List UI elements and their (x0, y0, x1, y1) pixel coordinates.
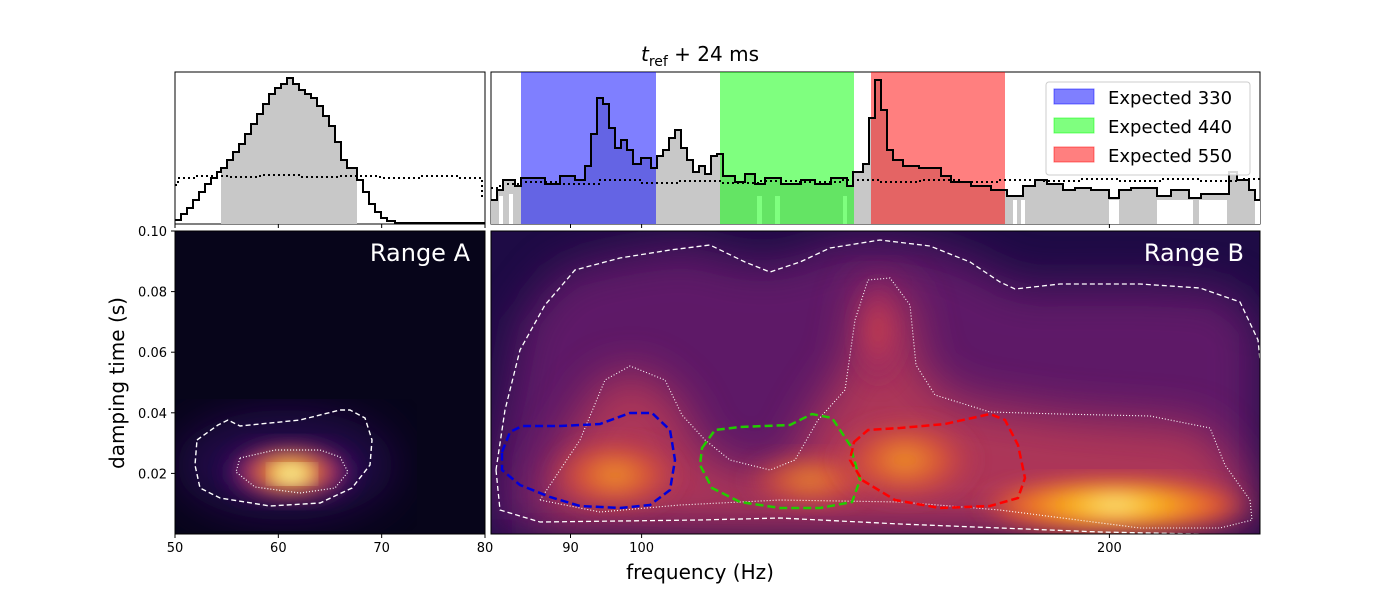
x-tick-label-a: 60 (270, 541, 287, 556)
marginal-range-a (174, 71, 486, 225)
heatmap-b-contour-outer (495, 239, 1260, 471)
contour-expected-550 (848, 412, 1027, 510)
x-axis-label: frequency (Hz) (626, 560, 774, 584)
range-a-label: Range A (370, 239, 471, 267)
marginal-b-posterior-line (491, 79, 1260, 201)
heatmap-b-contour-outer-bottom (495, 469, 1201, 534)
axes-ticks: 50 60 70 80 90 100 200 0.02 0.04 0.06 0.08 0.10 (138, 224, 1122, 556)
marginal-a-posterior-line (175, 77, 485, 224)
y-tick-label: 0.04 (138, 407, 167, 422)
band-expected-550 (871, 72, 1005, 224)
legend-swatch-550 (1053, 146, 1095, 163)
y-tick-label: 0.08 (138, 286, 167, 301)
band-expected-440 (720, 72, 854, 224)
y-tick-label: 0.06 (138, 346, 167, 361)
figure-title: tref + 24 ms (641, 42, 759, 70)
contour-expected-330 (500, 411, 677, 510)
legend-swatch-330 (1053, 88, 1095, 105)
legend-label-550: Expected 550 (1108, 146, 1232, 167)
heatmap-b-inner-layer (540, 280, 1250, 530)
y-axis-label: damping time (s) (105, 297, 129, 469)
legend-label-440: Expected 440 (1108, 117, 1232, 138)
heatmap-b-peak (975, 475, 1255, 534)
heatmap-b-blob-top (850, 270, 906, 390)
heatmap-b-frame (490, 230, 1261, 535)
heatmap-range-a: Range A (174, 230, 486, 535)
y-tick-label: 0.02 (138, 467, 167, 482)
heatmap-b-blob-left (545, 435, 685, 515)
range-b-label: Range B (1144, 239, 1244, 267)
heatmap-a-peak (270, 464, 314, 484)
x-tick-label-a: 50 (167, 541, 184, 556)
legend-box (1045, 81, 1251, 176)
heatmap-a-frame (174, 230, 486, 535)
x-tick-label-b: 200 (1097, 541, 1122, 556)
x-tick-label-b: 90 (562, 541, 579, 556)
band-expected-330 (521, 72, 656, 224)
heatmap-a-contour-inner (235, 449, 349, 494)
marginal-b-prior-line (491, 178, 1260, 189)
marginal-a-prior-line (175, 174, 485, 197)
heatmap-range-b: Range B (490, 230, 1261, 535)
x-tick-label-b: 100 (629, 541, 654, 556)
legend-label-330: Expected 330 (1108, 88, 1232, 109)
legend-swatch-440 (1053, 117, 1095, 134)
y-tick-label: 0.10 (138, 225, 167, 240)
contour-expected-440 (698, 412, 862, 510)
x-tick-label-a: 70 (373, 541, 390, 556)
heatmap-a-contour-outer (194, 409, 373, 507)
legend: Expected 330 Expected 440 Expected 550 (1045, 81, 1251, 176)
x-tick-label-a: 80 (477, 541, 494, 556)
